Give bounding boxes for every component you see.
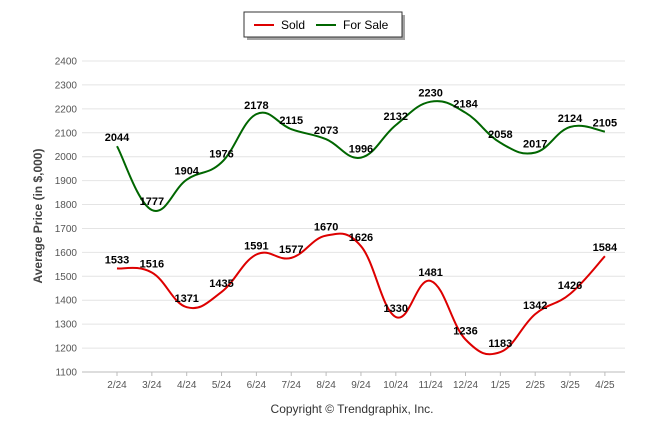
data-label: 2073: [314, 125, 338, 137]
data-label: 2184: [453, 99, 478, 111]
x-tick-label: 4/25: [595, 380, 615, 391]
data-label: 1435: [209, 278, 233, 290]
data-label: 1481: [418, 267, 442, 279]
x-tick-label: 9/24: [351, 380, 371, 391]
data-label: 2017: [523, 139, 547, 151]
y-tick-label: 1200: [55, 344, 78, 355]
y-tick-label: 1500: [55, 272, 78, 283]
data-label: 2178: [244, 100, 268, 112]
data-label: 1777: [140, 196, 164, 208]
y-tick-label: 2300: [55, 80, 78, 91]
y-tick-label: 2100: [55, 128, 78, 139]
series-lines: [116, 100, 606, 356]
x-tick-label: 1/25: [491, 380, 511, 391]
data-label: 1591: [244, 241, 268, 253]
x-tick-label: 4/24: [177, 380, 197, 391]
legend: Sold For Sale: [243, 11, 405, 40]
x-tick-label: 8/24: [316, 380, 336, 391]
data-label: 1516: [140, 258, 164, 270]
data-label: 1626: [349, 232, 373, 244]
series-line-for-sale: [116, 100, 606, 212]
x-tick-label: 6/24: [247, 380, 267, 391]
y-tick-label: 1600: [55, 248, 78, 259]
y-tick-label: 1400: [55, 296, 78, 307]
data-label: 1976: [209, 148, 233, 160]
x-tick-label: 3/25: [560, 380, 580, 391]
axes: 1100 1200 1300 1400 1500 1600 1700 1800 1900 2000…: [55, 57, 625, 391]
x-tick-label: 12/24: [453, 380, 478, 391]
data-label: 1426: [558, 280, 582, 292]
data-label: 2105: [593, 118, 617, 130]
y-tick-label: 1100: [55, 368, 77, 379]
legend-label-sold: Sold: [281, 18, 305, 32]
data-label: 2115: [279, 115, 303, 127]
data-label: 2044: [105, 132, 130, 144]
x-tick-label: 2/24: [107, 380, 127, 391]
data-label: 2058: [488, 129, 512, 141]
data-label: 1236: [453, 325, 477, 337]
data-labels: 1533 1516 1371 1435 1591 1577 1670 1626 1330 1481…: [105, 88, 618, 350]
data-label: 1330: [384, 303, 408, 315]
y-tick-label: 2200: [55, 104, 78, 115]
data-label: 1584: [593, 242, 618, 254]
gridlines: [82, 60, 625, 373]
data-label: 2132: [384, 111, 408, 123]
y-tick-label: 1700: [55, 224, 78, 235]
data-label: 1371: [174, 293, 198, 305]
y-tick-label: 1900: [55, 176, 78, 187]
data-label: 1670: [314, 222, 338, 234]
y-tick-label: 1300: [55, 320, 78, 331]
y-tick-label: 2000: [55, 152, 78, 163]
x-tick-label: 11/24: [419, 380, 444, 391]
data-label: 1183: [488, 338, 512, 350]
legend-label-for-sale: For Sale: [343, 18, 389, 32]
copyright-text: Copyright © Trendgraphix, Inc.: [271, 402, 434, 416]
data-label: 1904: [174, 166, 199, 178]
data-label: 1996: [349, 144, 373, 156]
y-axis-label: Average Price (in $,000): [31, 149, 45, 284]
data-label: 1342: [523, 300, 547, 312]
x-tick-label: 10/24: [383, 380, 408, 391]
data-label: 2230: [418, 88, 442, 100]
data-label: 1577: [279, 244, 303, 256]
y-tick-label: 2400: [55, 57, 78, 68]
x-tick-label: 7/24: [282, 380, 302, 391]
data-label: 2124: [558, 113, 583, 125]
x-tick-label: 2/25: [525, 380, 545, 391]
x-tick-label: 5/24: [212, 380, 232, 391]
y-tick-label: 1800: [55, 200, 78, 211]
data-label: 1533: [105, 254, 129, 266]
x-tick-label: 3/24: [142, 380, 162, 391]
series-line-sold: [116, 232, 606, 356]
